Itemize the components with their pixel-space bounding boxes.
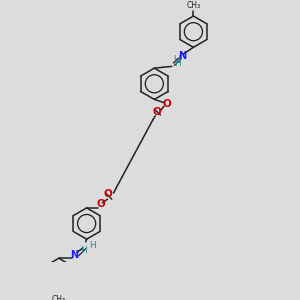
Text: O: O bbox=[103, 189, 112, 199]
Text: H: H bbox=[173, 55, 180, 64]
Text: O: O bbox=[96, 200, 105, 209]
Text: H: H bbox=[80, 246, 86, 255]
Text: CH₃: CH₃ bbox=[52, 295, 66, 300]
Text: O: O bbox=[153, 106, 161, 117]
Text: CH₃: CH₃ bbox=[186, 1, 200, 10]
Text: H: H bbox=[174, 59, 181, 68]
Text: N: N bbox=[178, 51, 186, 61]
Text: O: O bbox=[162, 99, 171, 109]
Text: H: H bbox=[89, 241, 96, 250]
Text: N: N bbox=[70, 250, 79, 260]
